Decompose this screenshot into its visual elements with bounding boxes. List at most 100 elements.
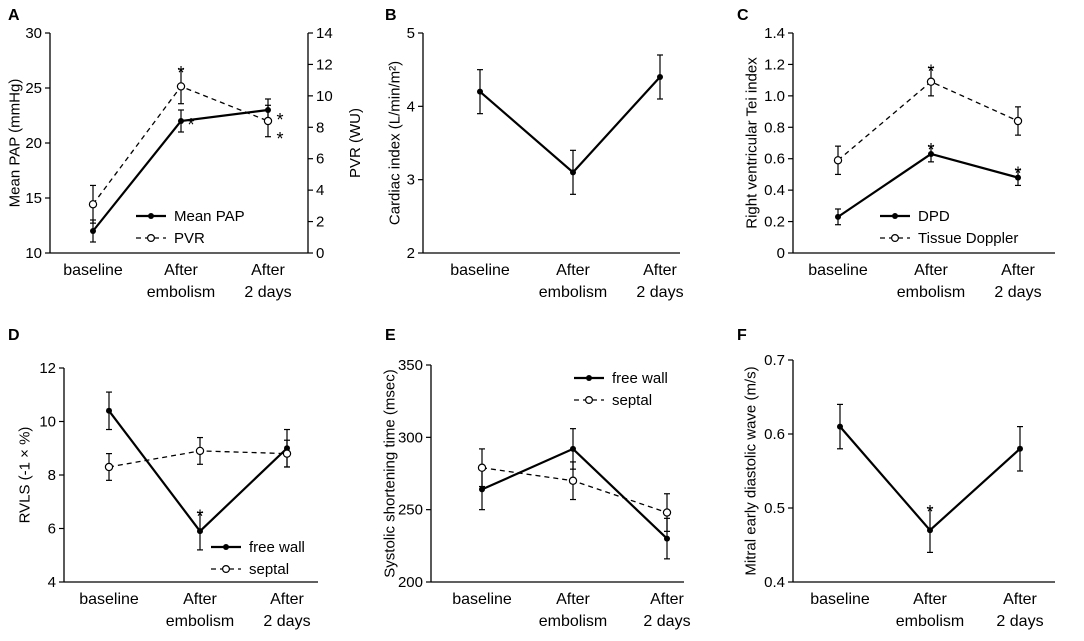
legend: DPD Tissue Doppler (880, 208, 1018, 247)
y-tick-label: 3 (407, 172, 415, 189)
data-point (282, 449, 292, 458)
series-line (479, 76, 661, 174)
legend-label: Mean PAP (174, 208, 245, 225)
y-tick-label: 200 (398, 574, 423, 591)
x-tick-label: After 2 days (244, 262, 291, 301)
data-point (664, 535, 670, 542)
y-tick-label: 0.2 (764, 214, 785, 231)
legend-label: septal (612, 392, 652, 409)
x-tick-label: After embolism (539, 262, 607, 301)
y-tick-label: 350 (398, 357, 423, 374)
significance-star: * (926, 502, 933, 522)
panel-letter: D (8, 327, 20, 344)
legend-label: free wall (612, 370, 668, 387)
y-axis-label: RVLS (-1 × %) (16, 427, 33, 524)
panel-f: F 0.4 0.5 0.6 0.7 Mitral early diastolic wave… (737, 327, 1055, 630)
y2-axis-label: PVR (WU) (347, 108, 364, 178)
x-tick-label: baseline (79, 591, 139, 608)
data-point (263, 116, 273, 126)
y-tick-label: 5 (407, 25, 415, 42)
significance-star: * (276, 129, 283, 149)
significance-star: * (187, 115, 194, 135)
data-point (176, 82, 186, 91)
x-tick-label: After 2 days (636, 262, 683, 301)
y-tick-label: 4 (407, 98, 415, 115)
significance-star: * (196, 506, 203, 526)
y2-tick-label: 8 (316, 119, 324, 136)
data-point (1013, 116, 1023, 126)
y2-tick-label: 2 (316, 214, 324, 231)
legend-label: PVR (174, 230, 205, 247)
data-point (837, 423, 843, 430)
legend: free wall septal (211, 539, 305, 578)
y2-tick-label: 10 (316, 88, 333, 105)
panel-a: A 10 15 20 25 30 0 2 4 6 8 10 12 14 PVR (WU) Mean PAP (… (6, 7, 364, 301)
data-point (926, 77, 936, 86)
y2-tick-label: 4 (316, 182, 324, 199)
data-point (568, 476, 578, 485)
panel-letter: B (385, 7, 397, 24)
y-axis-label: Cardiac index (L/min/m²) (386, 61, 403, 225)
legend: free wall septal (574, 370, 668, 409)
legend-label: free wall (249, 539, 305, 556)
y-tick-label: 2 (407, 245, 415, 262)
series-line (481, 467, 668, 514)
data-point (1015, 174, 1021, 181)
data-point (90, 228, 96, 234)
x-tick-label: After embolism (896, 591, 964, 630)
y-tick-label: 1.0 (764, 88, 785, 105)
y2-tick-label: 14 (316, 25, 333, 42)
panel-letter: E (385, 327, 396, 344)
data-point (570, 169, 576, 176)
legend-marker (586, 375, 592, 381)
legend-label: septal (249, 561, 289, 578)
x-tick-label: After 2 days (643, 591, 690, 630)
panel-b: B 2 3 4 5 Cardiac index (L/min/m²) baseline Aft… (385, 7, 684, 301)
data-point (106, 407, 112, 414)
y-axis-label: Right ventricular Tei index (743, 57, 760, 229)
x-tick-label: baseline (63, 262, 123, 279)
legend-marker (148, 213, 154, 219)
panel-letter: A (8, 7, 20, 24)
y-tick-label: 1.2 (764, 56, 785, 73)
x-tick-label: baseline (452, 591, 512, 608)
significance-star: * (276, 110, 283, 130)
y-tick-label: 15 (25, 190, 42, 207)
data-point (657, 74, 663, 80)
data-point (479, 486, 485, 493)
y-tick-label: 4 (48, 574, 56, 591)
legend-marker (222, 564, 231, 573)
y-tick-label: 0.4 (764, 574, 785, 591)
legend-marker (892, 213, 898, 219)
panel-letter: F (737, 327, 747, 344)
legend-marker (223, 544, 229, 550)
data-point (477, 463, 487, 472)
y2-tick-label: 0 (316, 245, 324, 262)
legend-label: DPD (918, 208, 950, 225)
y-tick-label: 8 (48, 467, 56, 484)
y-tick-label: 25 (25, 80, 42, 97)
y-tick-label: 300 (398, 429, 423, 446)
x-tick-label: After embolism (166, 591, 234, 630)
y2-tick-label: 6 (316, 151, 324, 168)
y-tick-label: 0.6 (764, 151, 785, 168)
legend: Mean PAP PVR (136, 208, 245, 247)
panel-d: D 4 6 8 10 12 RVLS (-1 × %) baseline After emboli… (8, 327, 318, 630)
x-tick-label: After embolism (897, 262, 965, 301)
x-tick-label: baseline (808, 262, 868, 279)
data-point (927, 527, 933, 534)
legend-label: Tissue Doppler (918, 230, 1018, 247)
y-tick-label: 10 (39, 414, 56, 431)
panel-letter: C (737, 7, 749, 24)
y-tick-label: 0.7 (764, 352, 785, 369)
y-tick-label: 20 (25, 135, 42, 152)
x-tick-label: After embolism (147, 262, 215, 301)
x-tick-label: After embolism (539, 591, 607, 630)
significance-star: * (927, 62, 934, 82)
significance-star: * (927, 140, 934, 160)
y2-tick-label: 12 (316, 56, 333, 73)
y-tick-label: 12 (39, 360, 56, 377)
